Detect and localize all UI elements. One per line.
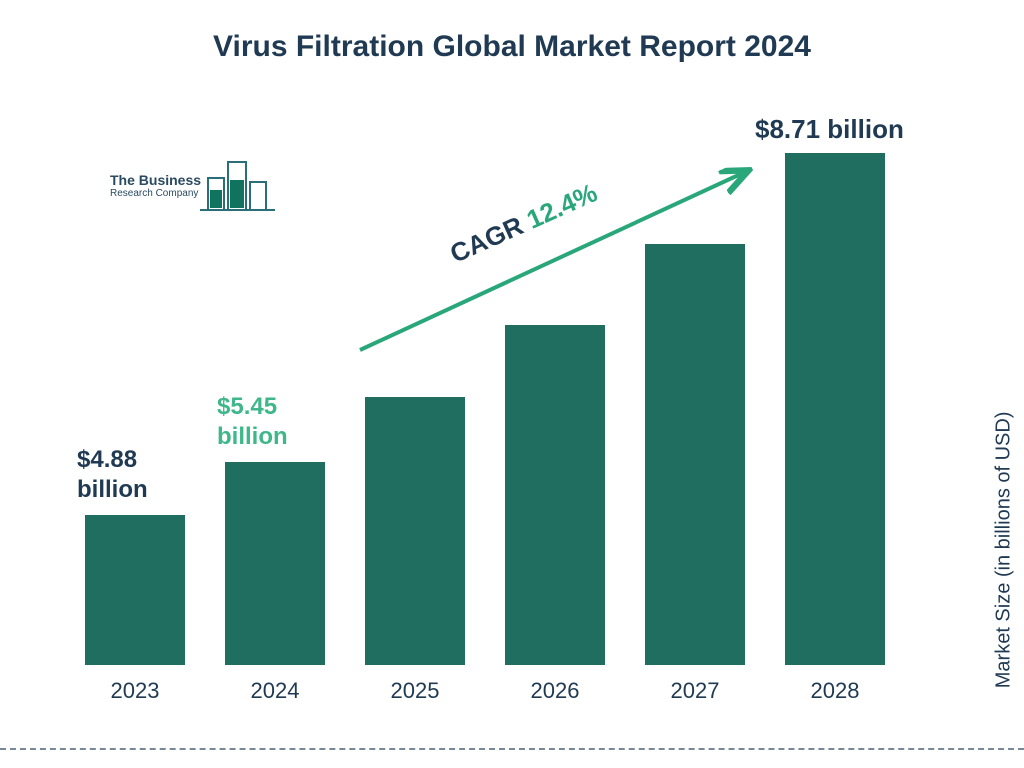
value-label-2023: $4.88billion bbox=[77, 445, 148, 505]
value-label-2024: $5.45billion bbox=[217, 392, 288, 452]
y-axis-label: Market Size (in billions of USD) bbox=[993, 412, 1016, 689]
bar-2025 bbox=[365, 397, 465, 665]
x-label-2025: 2025 bbox=[365, 678, 465, 704]
bar-2024 bbox=[225, 462, 325, 665]
x-label-2024: 2024 bbox=[225, 678, 325, 704]
bar-2023 bbox=[85, 515, 185, 665]
x-label-2023: 2023 bbox=[85, 678, 185, 704]
bar-2026 bbox=[505, 325, 605, 665]
x-label-2027: 2027 bbox=[645, 678, 745, 704]
footer-divider bbox=[0, 748, 1024, 750]
value-label-2028: $8.71 billion bbox=[755, 113, 904, 146]
x-label-2026: 2026 bbox=[505, 678, 605, 704]
chart-title: Virus Filtration Global Market Report 20… bbox=[0, 30, 1024, 64]
bar-2027 bbox=[645, 244, 745, 665]
x-label-2028: 2028 bbox=[785, 678, 885, 704]
bar-chart bbox=[85, 135, 905, 665]
bar-2028 bbox=[785, 153, 885, 665]
